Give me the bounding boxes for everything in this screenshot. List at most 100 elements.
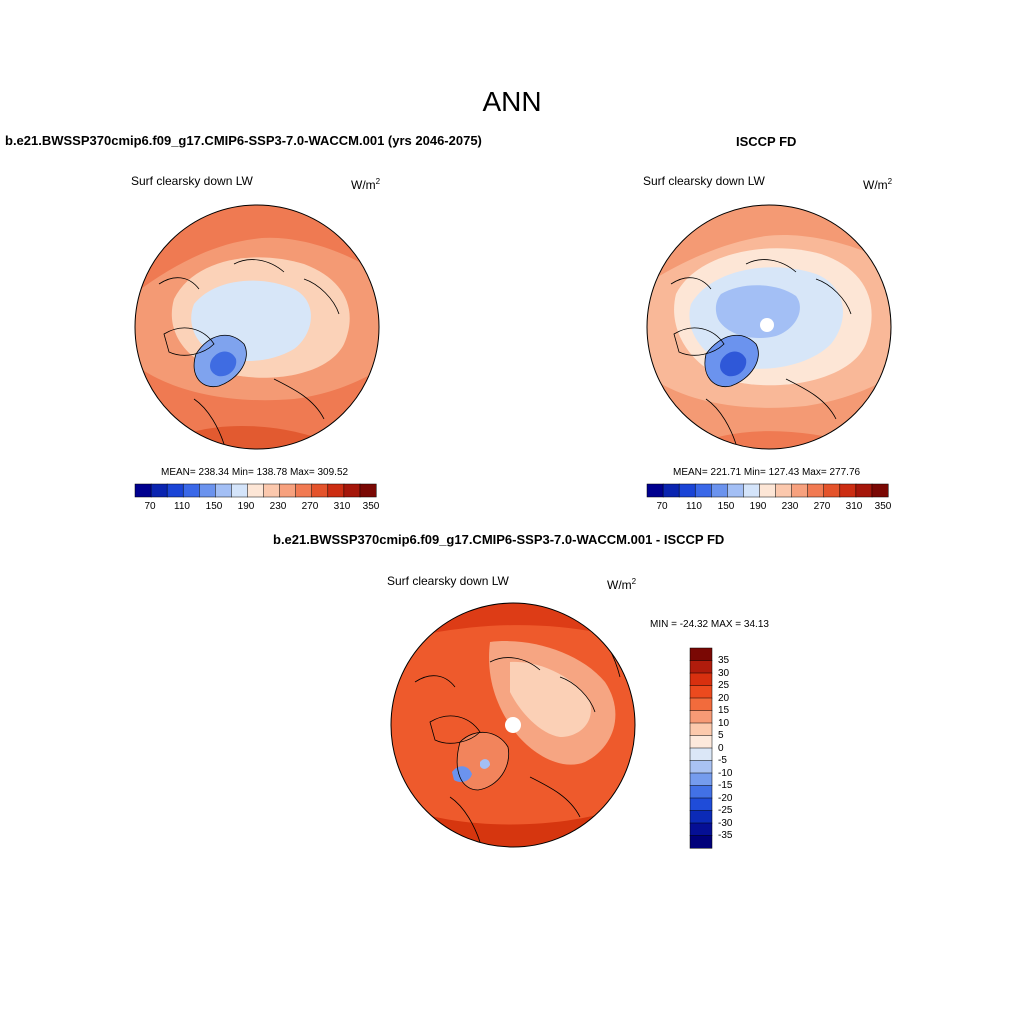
right-colorbar (646, 483, 889, 498)
colorbar-swatch (199, 483, 216, 498)
colorbar-swatch (295, 483, 313, 498)
right-map-field-greenland-core (720, 351, 747, 377)
right-map-greenland-outline (704, 335, 759, 388)
diff-colorbar-swatch (689, 772, 713, 787)
colorbar-swatch (134, 483, 152, 498)
colorbar-swatch (791, 483, 809, 498)
diff-colorbar-label: -10 (718, 768, 733, 779)
diff-units-label: W/m2 (607, 577, 637, 592)
colorbar-swatch (327, 483, 345, 498)
left-panel-title: b.e21.BWSSP370cmip6.f09_g17.CMIP6-SSP3-7… (5, 133, 482, 148)
right-colorbar-tick: 350 (874, 501, 892, 512)
diff-map-pole-gap (505, 717, 521, 733)
left-map (134, 204, 380, 450)
colorbar-swatch (711, 483, 728, 498)
left-map-field-greenland-core (210, 351, 237, 377)
colorbar-swatch (646, 483, 664, 498)
colorbar-swatch (182, 483, 200, 498)
diff-colorbar-label: -15 (718, 780, 733, 791)
left-colorbar-tick: 110 (174, 501, 190, 512)
diff-colorbar-label: 5 (718, 730, 724, 741)
colorbar-swatch (823, 483, 841, 498)
left-map-field-warm-top (135, 205, 379, 294)
diff-map-field-negative-1 (452, 766, 472, 782)
left-colorbar-tick: 190 (237, 501, 255, 512)
left-colorbar-ticks: 70 110 150 190 230 270 310 350 (135, 501, 379, 515)
left-map-field-warm-bottom (135, 364, 379, 449)
right-colorbar-tick: 70 (656, 501, 668, 512)
left-colorbar (134, 483, 377, 498)
diff-colorbar-swatch (689, 822, 713, 837)
colorbar-swatch (839, 483, 857, 498)
diff-colorbar-label: 20 (718, 693, 730, 704)
diff-colorbar-swatch (689, 685, 713, 699)
diff-colorbar-label: -25 (718, 805, 733, 816)
diff-colorbar-swatch (689, 710, 713, 724)
diff-colorbar-swatch (689, 735, 713, 749)
left-map-greenland-outline (193, 335, 247, 388)
right-colorbar-tick: 270 (813, 501, 831, 512)
colorbar-swatch (807, 483, 825, 498)
diff-colorbar-swatch (689, 747, 713, 762)
diff-map (390, 602, 636, 848)
right-stats: MEAN= 221.71 Min= 127.43 Max= 277.76 (673, 467, 861, 478)
colorbar-swatch (150, 483, 168, 498)
colorbar-swatch (759, 483, 777, 498)
diff-colorbar-swatch (689, 835, 713, 849)
right-units-label: W/m2 (863, 177, 893, 192)
colorbar-swatch (662, 483, 680, 498)
diff-colorbar-label: -30 (718, 818, 733, 829)
diff-colorbar (689, 647, 713, 849)
right-map-field-warm-top (647, 205, 891, 284)
diff-colorbar-swatch (689, 722, 713, 737)
diff-colorbar-swatch (689, 810, 713, 824)
right-colorbar-tick: 190 (749, 501, 767, 512)
colorbar-swatch (247, 483, 265, 498)
colorbar-swatch (727, 483, 744, 498)
left-map-coastline (163, 327, 215, 356)
main-title: ANN (482, 86, 542, 117)
colorbar-swatch (166, 483, 184, 498)
left-colorbar-tick: 270 (301, 501, 319, 512)
diff-colorbar-label: -5 (718, 755, 727, 766)
diff-map-field-negative-2 (480, 759, 490, 769)
left-stats: MEAN= 238.34 Min= 138.78 Max= 309.52 (161, 467, 349, 478)
diff-colorbar-swatch (689, 660, 713, 674)
colorbar-swatch (343, 483, 361, 498)
colorbar-swatch (311, 483, 329, 498)
right-variable-label: Surf clearsky down LW (643, 174, 765, 188)
left-colorbar-tick: 150 (205, 501, 223, 512)
colorbar-swatch (231, 483, 249, 498)
diff-colorbar-label: 30 (718, 668, 730, 679)
right-colorbar-ticks: 70 110 150 190 230 270 310 350 (647, 501, 891, 515)
left-colorbar-tick: 70 (144, 501, 156, 512)
diff-map-coastline-detail (414, 621, 621, 843)
right-map-pole-gap (760, 318, 774, 332)
colorbar-swatch (775, 483, 793, 498)
right-map-field-warm-bottom (647, 374, 891, 449)
right-map-coastline (673, 327, 725, 356)
left-variable-label: Surf clearsky down LW (131, 174, 253, 188)
colorbar-swatch (743, 483, 761, 498)
right-colorbar-tick: 230 (781, 501, 799, 512)
left-map-border (134, 204, 380, 450)
diff-colorbar-label: 15 (718, 705, 730, 716)
left-colorbar-tick: 230 (269, 501, 287, 512)
diff-variable-label: Surf clearsky down LW (387, 574, 509, 588)
diff-colorbar-label: 35 (718, 655, 730, 666)
right-map-coastline-detail (670, 259, 852, 445)
right-colorbar-tick: 110 (686, 501, 702, 512)
diff-colorbar-swatch (689, 785, 713, 799)
colorbar-swatch (678, 483, 696, 498)
right-map-field-colder (715, 285, 800, 339)
right-map (646, 204, 892, 450)
diff-colorbar-label: -20 (718, 793, 733, 804)
left-map-coastline-detail (158, 259, 340, 445)
diff-colorbar-label: -35 (718, 830, 733, 841)
left-colorbar-tick: 350 (362, 501, 380, 512)
right-panel-title: ISCCP FD (736, 134, 797, 149)
colorbar-swatch (215, 483, 232, 498)
diff-map-field-mild-core (510, 661, 591, 737)
left-units-label: W/m2 (351, 177, 381, 192)
diff-colorbar-label: 0 (718, 743, 724, 754)
